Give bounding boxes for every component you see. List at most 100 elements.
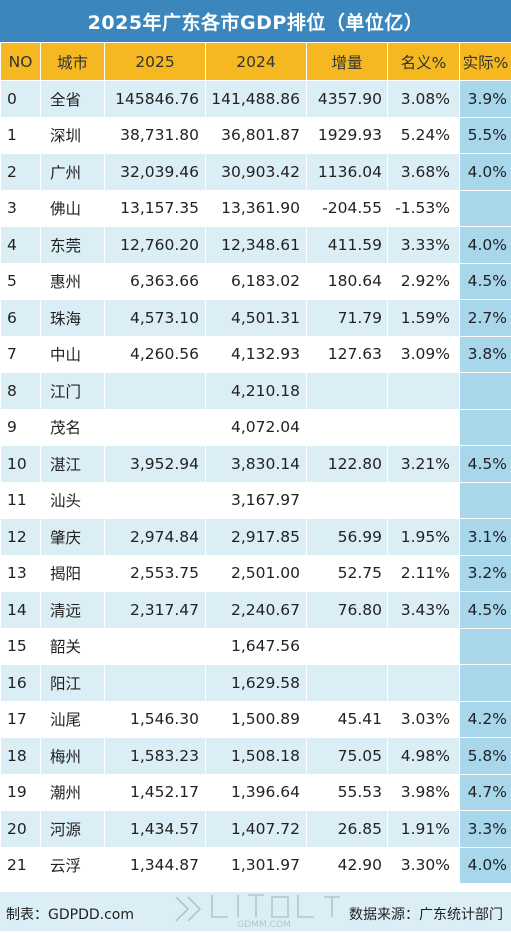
- cell-real: 4.5%: [460, 263, 511, 300]
- cell-city: 江门: [41, 373, 105, 410]
- cell-no: 9: [1, 409, 41, 446]
- cell-gdp-2024: 13,361.90: [206, 190, 307, 227]
- cell-real: 4.0%: [460, 154, 511, 191]
- cell-city: 阳江: [41, 665, 105, 702]
- cell-gdp-2024: 3,167.97: [206, 482, 307, 519]
- cell-real: 3.3%: [460, 811, 511, 848]
- cell-gdp-2025: 2,553.75: [105, 555, 206, 592]
- cell-gdp-2025: 2,317.47: [105, 592, 206, 629]
- cell-city: 珠海: [41, 300, 105, 337]
- cell-nominal: 3.30%: [388, 847, 460, 884]
- cell-increase: 76.80: [307, 592, 388, 629]
- cell-gdp-2025: 32,039.46: [105, 154, 206, 191]
- cell-gdp-2025: 1,452.17: [105, 774, 206, 811]
- cell-city: 深圳: [41, 117, 105, 154]
- cell-real: [460, 628, 511, 665]
- cell-gdp-2024: 1,396.64: [206, 774, 307, 811]
- cell-city: 广州: [41, 154, 105, 191]
- cell-nominal: 3.33%: [388, 227, 460, 264]
- cell-no: 2: [1, 154, 41, 191]
- cell-nominal: 1.91%: [388, 811, 460, 848]
- cell-city: 汕头: [41, 482, 105, 519]
- cell-increase: 55.53: [307, 774, 388, 811]
- cell-no: 19: [1, 774, 41, 811]
- cell-increase: 1929.93: [307, 117, 388, 154]
- cell-increase: 56.99: [307, 519, 388, 556]
- cell-city: 全省: [41, 81, 105, 118]
- cell-increase: 71.79: [307, 300, 388, 337]
- cell-city: 河源: [41, 811, 105, 848]
- cell-increase: [307, 665, 388, 702]
- cell-real: 3.1%: [460, 519, 511, 556]
- cell-gdp-2024: 1,500.89: [206, 701, 307, 738]
- cell-increase: 75.05: [307, 738, 388, 775]
- cell-gdp-2024: 2,240.67: [206, 592, 307, 629]
- cell-nominal: 5.24%: [388, 117, 460, 154]
- cell-gdp-2025: 145846.76: [105, 81, 206, 118]
- header-2024: 2024: [206, 43, 307, 81]
- cell-real: 4.5%: [460, 446, 511, 483]
- cell-gdp-2025: 1,583.23: [105, 738, 206, 775]
- cell-real: [460, 409, 511, 446]
- cell-real: 4.0%: [460, 227, 511, 264]
- cell-gdp-2025: 1,434.57: [105, 811, 206, 848]
- cell-gdp-2024: 1,407.72: [206, 811, 307, 848]
- cell-city: 韶关: [41, 628, 105, 665]
- cell-nominal: 3.21%: [388, 446, 460, 483]
- cell-nominal: [388, 665, 460, 702]
- cell-no: 0: [1, 81, 41, 118]
- cell-nominal: 4.98%: [388, 738, 460, 775]
- cell-gdp-2024: 1,301.97: [206, 847, 307, 884]
- header-2025: 2025: [105, 43, 206, 81]
- cell-increase: [307, 409, 388, 446]
- cell-gdp-2025: 2,974.84: [105, 519, 206, 556]
- header-nominal: 名义%: [388, 43, 460, 81]
- cell-no: 21: [1, 847, 41, 884]
- cell-increase: 42.90: [307, 847, 388, 884]
- cell-nominal: 1.59%: [388, 300, 460, 337]
- cell-gdp-2024: 4,501.31: [206, 300, 307, 337]
- cell-city: 肇庆: [41, 519, 105, 556]
- cell-real: 4.0%: [460, 847, 511, 884]
- cell-no: 7: [1, 336, 41, 373]
- cell-gdp-2025: 38,731.80: [105, 117, 206, 154]
- cell-real: 3.8%: [460, 336, 511, 373]
- cell-gdp-2025: 4,573.10: [105, 300, 206, 337]
- cell-no: 1: [1, 117, 41, 154]
- cell-city: 清远: [41, 592, 105, 629]
- footer-source: 数据来源：广东统计部门: [349, 904, 503, 924]
- cell-gdp-2025: 3,952.94: [105, 446, 206, 483]
- cell-real: 4.2%: [460, 701, 511, 738]
- cell-city: 梅州: [41, 738, 105, 775]
- header-increase: 增量: [307, 43, 388, 81]
- cell-city: 潮州: [41, 774, 105, 811]
- cell-gdp-2024: 36,801.87: [206, 117, 307, 154]
- cell-gdp-2024: 12,348.61: [206, 227, 307, 264]
- cell-no: 15: [1, 628, 41, 665]
- table-title: 2025年广东各市GDP排位（单位亿）: [0, 0, 511, 42]
- cell-gdp-2024: 1,629.58: [206, 665, 307, 702]
- cell-increase: 127.63: [307, 336, 388, 373]
- cell-nominal: 3.68%: [388, 154, 460, 191]
- cell-real: 5.8%: [460, 738, 511, 775]
- cell-increase: 4357.90: [307, 81, 388, 118]
- footer-maker: 制表：GDPDD.com: [6, 904, 134, 924]
- cell-no: 12: [1, 519, 41, 556]
- cell-gdp-2024: 1,508.18: [206, 738, 307, 775]
- cell-city: 中山: [41, 336, 105, 373]
- cell-increase: 180.64: [307, 263, 388, 300]
- cell-gdp-2025: [105, 665, 206, 702]
